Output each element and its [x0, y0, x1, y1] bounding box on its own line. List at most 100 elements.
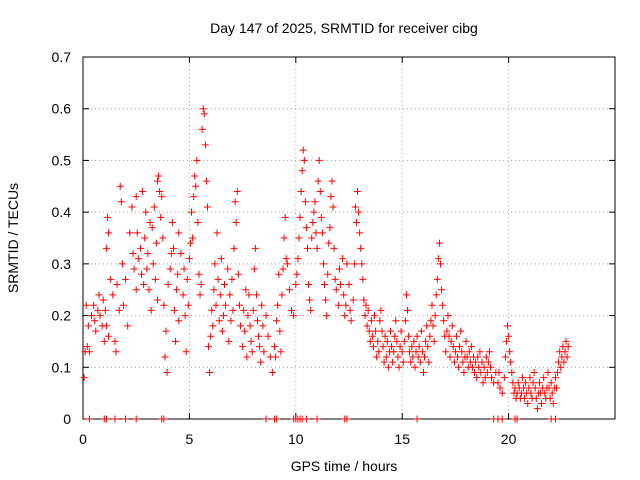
data-point	[408, 343, 416, 351]
data-point	[139, 187, 147, 195]
data-point	[434, 255, 442, 263]
data-point	[476, 348, 484, 356]
data-point	[117, 198, 125, 206]
data-point	[310, 208, 318, 216]
data-point	[83, 343, 91, 351]
data-point	[128, 203, 136, 211]
data-point	[367, 317, 375, 325]
data-point	[298, 167, 306, 175]
data-point	[215, 317, 223, 325]
data-point	[363, 322, 371, 330]
data-point	[132, 286, 140, 294]
y-tick-label: 0.7	[52, 49, 72, 65]
data-point	[194, 218, 202, 226]
data-point	[282, 255, 290, 263]
data-point	[225, 337, 233, 345]
data-point	[247, 337, 255, 345]
data-point	[442, 348, 450, 356]
data-point	[174, 270, 182, 278]
data-point	[182, 348, 190, 356]
data-point	[234, 270, 242, 278]
data-point	[365, 327, 373, 335]
data-point	[481, 374, 489, 382]
data-point	[105, 332, 113, 340]
data-point	[377, 306, 385, 314]
data-point	[230, 244, 238, 252]
data-point	[406, 348, 414, 356]
data-point	[257, 358, 265, 366]
data-point	[240, 306, 248, 314]
data-point	[244, 312, 252, 320]
data-point	[317, 213, 325, 221]
data-point	[300, 156, 308, 164]
data-point	[241, 327, 249, 335]
data-point	[141, 234, 149, 242]
data-point	[487, 363, 495, 371]
data-point	[130, 265, 138, 273]
data-point	[521, 394, 529, 402]
data-point	[144, 250, 152, 258]
data-point	[540, 374, 548, 382]
data-point	[150, 203, 158, 211]
data-point	[445, 332, 453, 340]
data-point	[245, 291, 253, 299]
data-point	[346, 306, 354, 314]
data-point	[148, 224, 156, 232]
data-point	[554, 368, 562, 376]
data-point	[105, 229, 113, 237]
data-point	[209, 322, 217, 330]
data-point	[112, 348, 120, 356]
data-point	[418, 348, 426, 356]
data-point	[404, 306, 412, 314]
data-point	[242, 286, 250, 294]
data-point	[504, 322, 512, 330]
data-point	[325, 239, 333, 247]
data-point	[421, 353, 429, 361]
data-point	[560, 358, 568, 366]
data-point	[243, 353, 251, 361]
data-point	[538, 399, 546, 407]
data-point	[366, 337, 374, 345]
data-point	[146, 218, 154, 226]
data-point	[533, 405, 541, 413]
data-point	[462, 337, 470, 345]
data-point	[324, 270, 332, 278]
data-point	[505, 332, 513, 340]
data-point	[198, 125, 206, 133]
data-point	[322, 296, 330, 304]
data-point	[413, 332, 421, 340]
data-point	[212, 301, 220, 309]
data-point	[459, 358, 467, 366]
data-point	[189, 234, 197, 242]
data-point	[315, 156, 323, 164]
data-point	[448, 322, 456, 330]
data-point	[301, 198, 309, 206]
data-point	[371, 312, 379, 320]
data-point	[184, 301, 192, 309]
data-point	[297, 187, 305, 195]
data-point	[85, 348, 93, 356]
x-tick-label: 20	[501, 431, 517, 447]
data-point	[524, 399, 532, 407]
data-point	[175, 317, 183, 325]
data-point	[460, 368, 468, 376]
data-point	[102, 322, 110, 330]
data-point	[167, 250, 175, 258]
data-point	[319, 260, 327, 268]
y-tick-label: 0.5	[52, 152, 72, 168]
data-point	[415, 343, 423, 351]
data-point	[306, 296, 314, 304]
data-point	[102, 244, 110, 252]
data-point	[85, 415, 93, 423]
data-point	[275, 270, 283, 278]
data-point	[185, 255, 193, 263]
data-point	[82, 301, 90, 309]
data-point	[103, 213, 111, 221]
data-point	[328, 177, 336, 185]
data-point	[113, 281, 121, 289]
data-point	[179, 291, 187, 299]
data-point	[530, 368, 538, 376]
data-point	[305, 281, 313, 289]
data-point	[339, 255, 347, 263]
data-point	[156, 187, 164, 195]
